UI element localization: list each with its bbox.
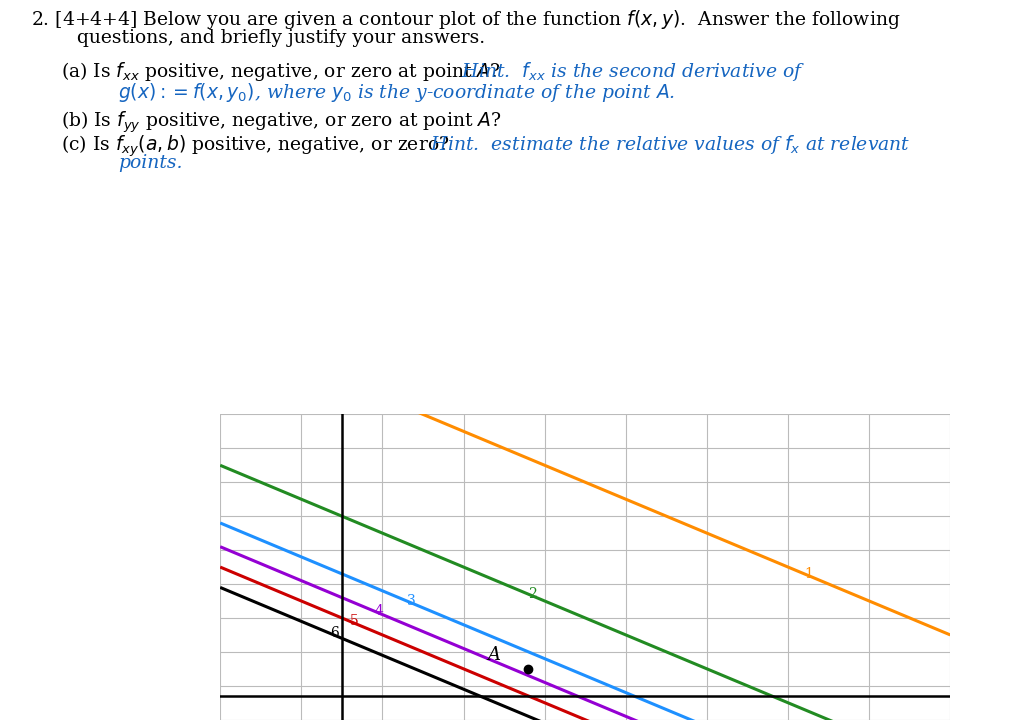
Text: questions, and briefly justify your answers.: questions, and briefly justify your answ… [77,29,485,47]
Text: (a) Is $f_{xx}$ positive, negative, or zero at point $A$?: (a) Is $f_{xx}$ positive, negative, or z… [61,60,502,83]
Text: 4: 4 [375,604,383,618]
Text: A: A [487,646,501,664]
Text: $g(x) := f(x, y_0)$, where $y_0$ is the y-coordinate of the point $A$.: $g(x) := f(x, y_0)$, where $y_0$ is the … [118,81,675,104]
Text: Hint.  $f_{xx}$ is the second derivative of: Hint. $f_{xx}$ is the second derivative … [456,60,805,83]
Text: 5: 5 [350,614,358,628]
Text: points.: points. [118,154,182,172]
Text: 2. [4+4+4] Below you are given a contour plot of the function $f(x, y)$.  Answer: 2. [4+4+4] Below you are given a contour… [31,8,900,31]
Text: (c) Is $f_{xy}(a, b)$ positive, negative, or zero?: (c) Is $f_{xy}(a, b)$ positive, negative… [61,134,450,159]
Text: 6: 6 [330,626,338,640]
Text: (b) Is $f_{yy}$ positive, negative, or zero at point $A$?: (b) Is $f_{yy}$ positive, negative, or z… [61,110,502,135]
Text: 2: 2 [528,587,538,601]
Text: Hint.  estimate the relative values of $f_x$ at relevant: Hint. estimate the relative values of $f… [425,134,910,156]
Text: 3: 3 [407,594,416,608]
Text: 1: 1 [804,567,813,581]
